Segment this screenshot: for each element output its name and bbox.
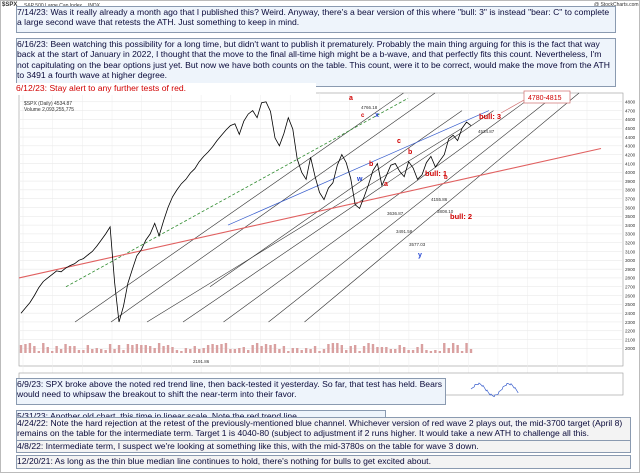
y-tick-label: 2300 — [625, 320, 636, 325]
channel-line — [182, 110, 494, 323]
note-date: 5/31/23: — [17, 411, 49, 421]
note-6-12-23: 6/12/23: Stay alert to any further tests… — [16, 83, 316, 95]
y-tick-label: 4000 — [625, 170, 636, 175]
plot-area — [18, 92, 624, 367]
note-text: Was it really already a month ago that I… — [17, 7, 610, 28]
note-text: Been watching this possibility for a lon… — [17, 39, 610, 81]
y-tick-label: 3800 — [625, 188, 636, 193]
data-label: 3491.58 — [396, 229, 413, 234]
wave-label: bull: 3 — [479, 112, 501, 121]
wave-label: b — [408, 149, 412, 156]
note-text: SPX broke above the noted red trend line… — [17, 379, 443, 400]
indicator-line — [470, 382, 519, 398]
credit: @ StockCharts.com — [594, 2, 639, 8]
y-tick-label: 4500 — [625, 126, 636, 131]
y-tick-label: 3100 — [625, 249, 636, 254]
data-label: 3577.03 — [409, 242, 426, 247]
note-12-20-21: 12/20/21: As long as the thin blue media… — [16, 455, 631, 469]
channel-line — [304, 92, 580, 323]
y-tick-label: 4300 — [625, 144, 636, 149]
y-tick-label: 2000 — [625, 346, 636, 351]
target-pointer — [500, 99, 525, 114]
data-label: 2191.86 — [193, 359, 210, 364]
note-4-8-22: 4/8/22: Intermediate term, I suspect we'… — [16, 440, 631, 453]
note-text: Note the hard rejection at the retest of… — [17, 418, 623, 439]
wave-label: bull: 2 — [450, 212, 472, 221]
note-date: 4/8/22: — [17, 441, 44, 451]
y-tick-label: 2200 — [625, 329, 636, 334]
note-date: 6/12/23: — [16, 83, 48, 93]
target-box — [523, 90, 571, 104]
wave-label: y — [418, 252, 422, 259]
note-7-14-23: 7/14/23: Was it really already a month a… — [16, 6, 616, 33]
data-label: 4534.87 — [478, 129, 495, 134]
y-tick-label: 3700 — [625, 196, 636, 201]
data-label: 4766.18 — [361, 105, 378, 110]
y-tick-label: 3600 — [625, 205, 636, 210]
red-trend-line — [18, 147, 602, 279]
wave-label: 4780-4815 — [528, 95, 562, 102]
y-tick-label: 4800 — [625, 100, 636, 105]
y-tick-label: 2700 — [625, 285, 636, 290]
wave-label: c — [361, 113, 365, 119]
y-tick-label: 2800 — [625, 276, 636, 281]
y-tick-label: 2600 — [625, 293, 636, 298]
y-tick-label: 2400 — [625, 311, 636, 316]
y-tick-label: 3400 — [625, 223, 636, 228]
y-tick-label: 3200 — [625, 241, 636, 246]
wave-label: x — [375, 112, 379, 119]
data-label: 3636.87 — [387, 211, 404, 216]
y-tick-label: 3000 — [625, 258, 636, 263]
note-text: Intermediate term, I suspect we're looki… — [45, 441, 479, 451]
y-tick-label: 4200 — [625, 152, 636, 157]
y-tick-label: 3300 — [625, 232, 636, 237]
note-6-9-23: 6/9/23: SPX broke above the noted red tr… — [16, 378, 446, 405]
y-tick-label: 2500 — [625, 302, 636, 307]
note-text: As long as the thin blue median line con… — [54, 456, 431, 466]
channel-line — [268, 97, 553, 323]
y-tick-label: 4400 — [625, 135, 636, 140]
data-label: 4155.86 — [431, 197, 448, 202]
note-date: 6/16/23: — [17, 39, 49, 49]
price-line — [20, 101, 472, 323]
note-date: 7/14/23: — [17, 7, 49, 17]
legend-main: $SPX (Daily) 4534.87 — [24, 101, 73, 107]
y-tick-label: 4700 — [625, 108, 636, 113]
note-text: Stay alert to any further tests of red. — [49, 83, 187, 93]
wave-label: b — [444, 175, 448, 181]
note-date: 12/20/21: — [17, 456, 53, 466]
ticker: $SPX — [2, 2, 18, 8]
y-tick-label: 2900 — [625, 267, 636, 272]
wave-label: b — [369, 161, 373, 168]
wave-label: bull: 1 — [425, 169, 447, 178]
channel-line — [223, 101, 526, 323]
y-tick-label: 2100 — [625, 337, 636, 342]
wave-label: a — [349, 95, 353, 102]
wave-label: a — [384, 181, 388, 188]
legend-volume: Volume 2,093,255,775 — [24, 107, 75, 113]
wave-label: w — [356, 176, 363, 183]
note-date: 6/9/23: — [17, 379, 44, 389]
y-tick-label: 3500 — [625, 214, 636, 219]
y-tick-label: 4100 — [625, 161, 636, 166]
channel-line — [146, 127, 463, 323]
wave-label: c — [397, 138, 401, 145]
blue-median-line — [227, 110, 490, 226]
y-tick-label: 3900 — [625, 179, 636, 184]
data-label: 3808.10 — [437, 209, 454, 214]
note-date: 4/24/22: — [17, 418, 49, 428]
note-6-16-23: 6/16/23: Been watching this possibility … — [16, 38, 616, 87]
channel-line — [110, 92, 436, 323]
note-text: Another old chart, this time in linear s… — [49, 411, 300, 421]
y-tick-label: 4600 — [625, 117, 636, 122]
